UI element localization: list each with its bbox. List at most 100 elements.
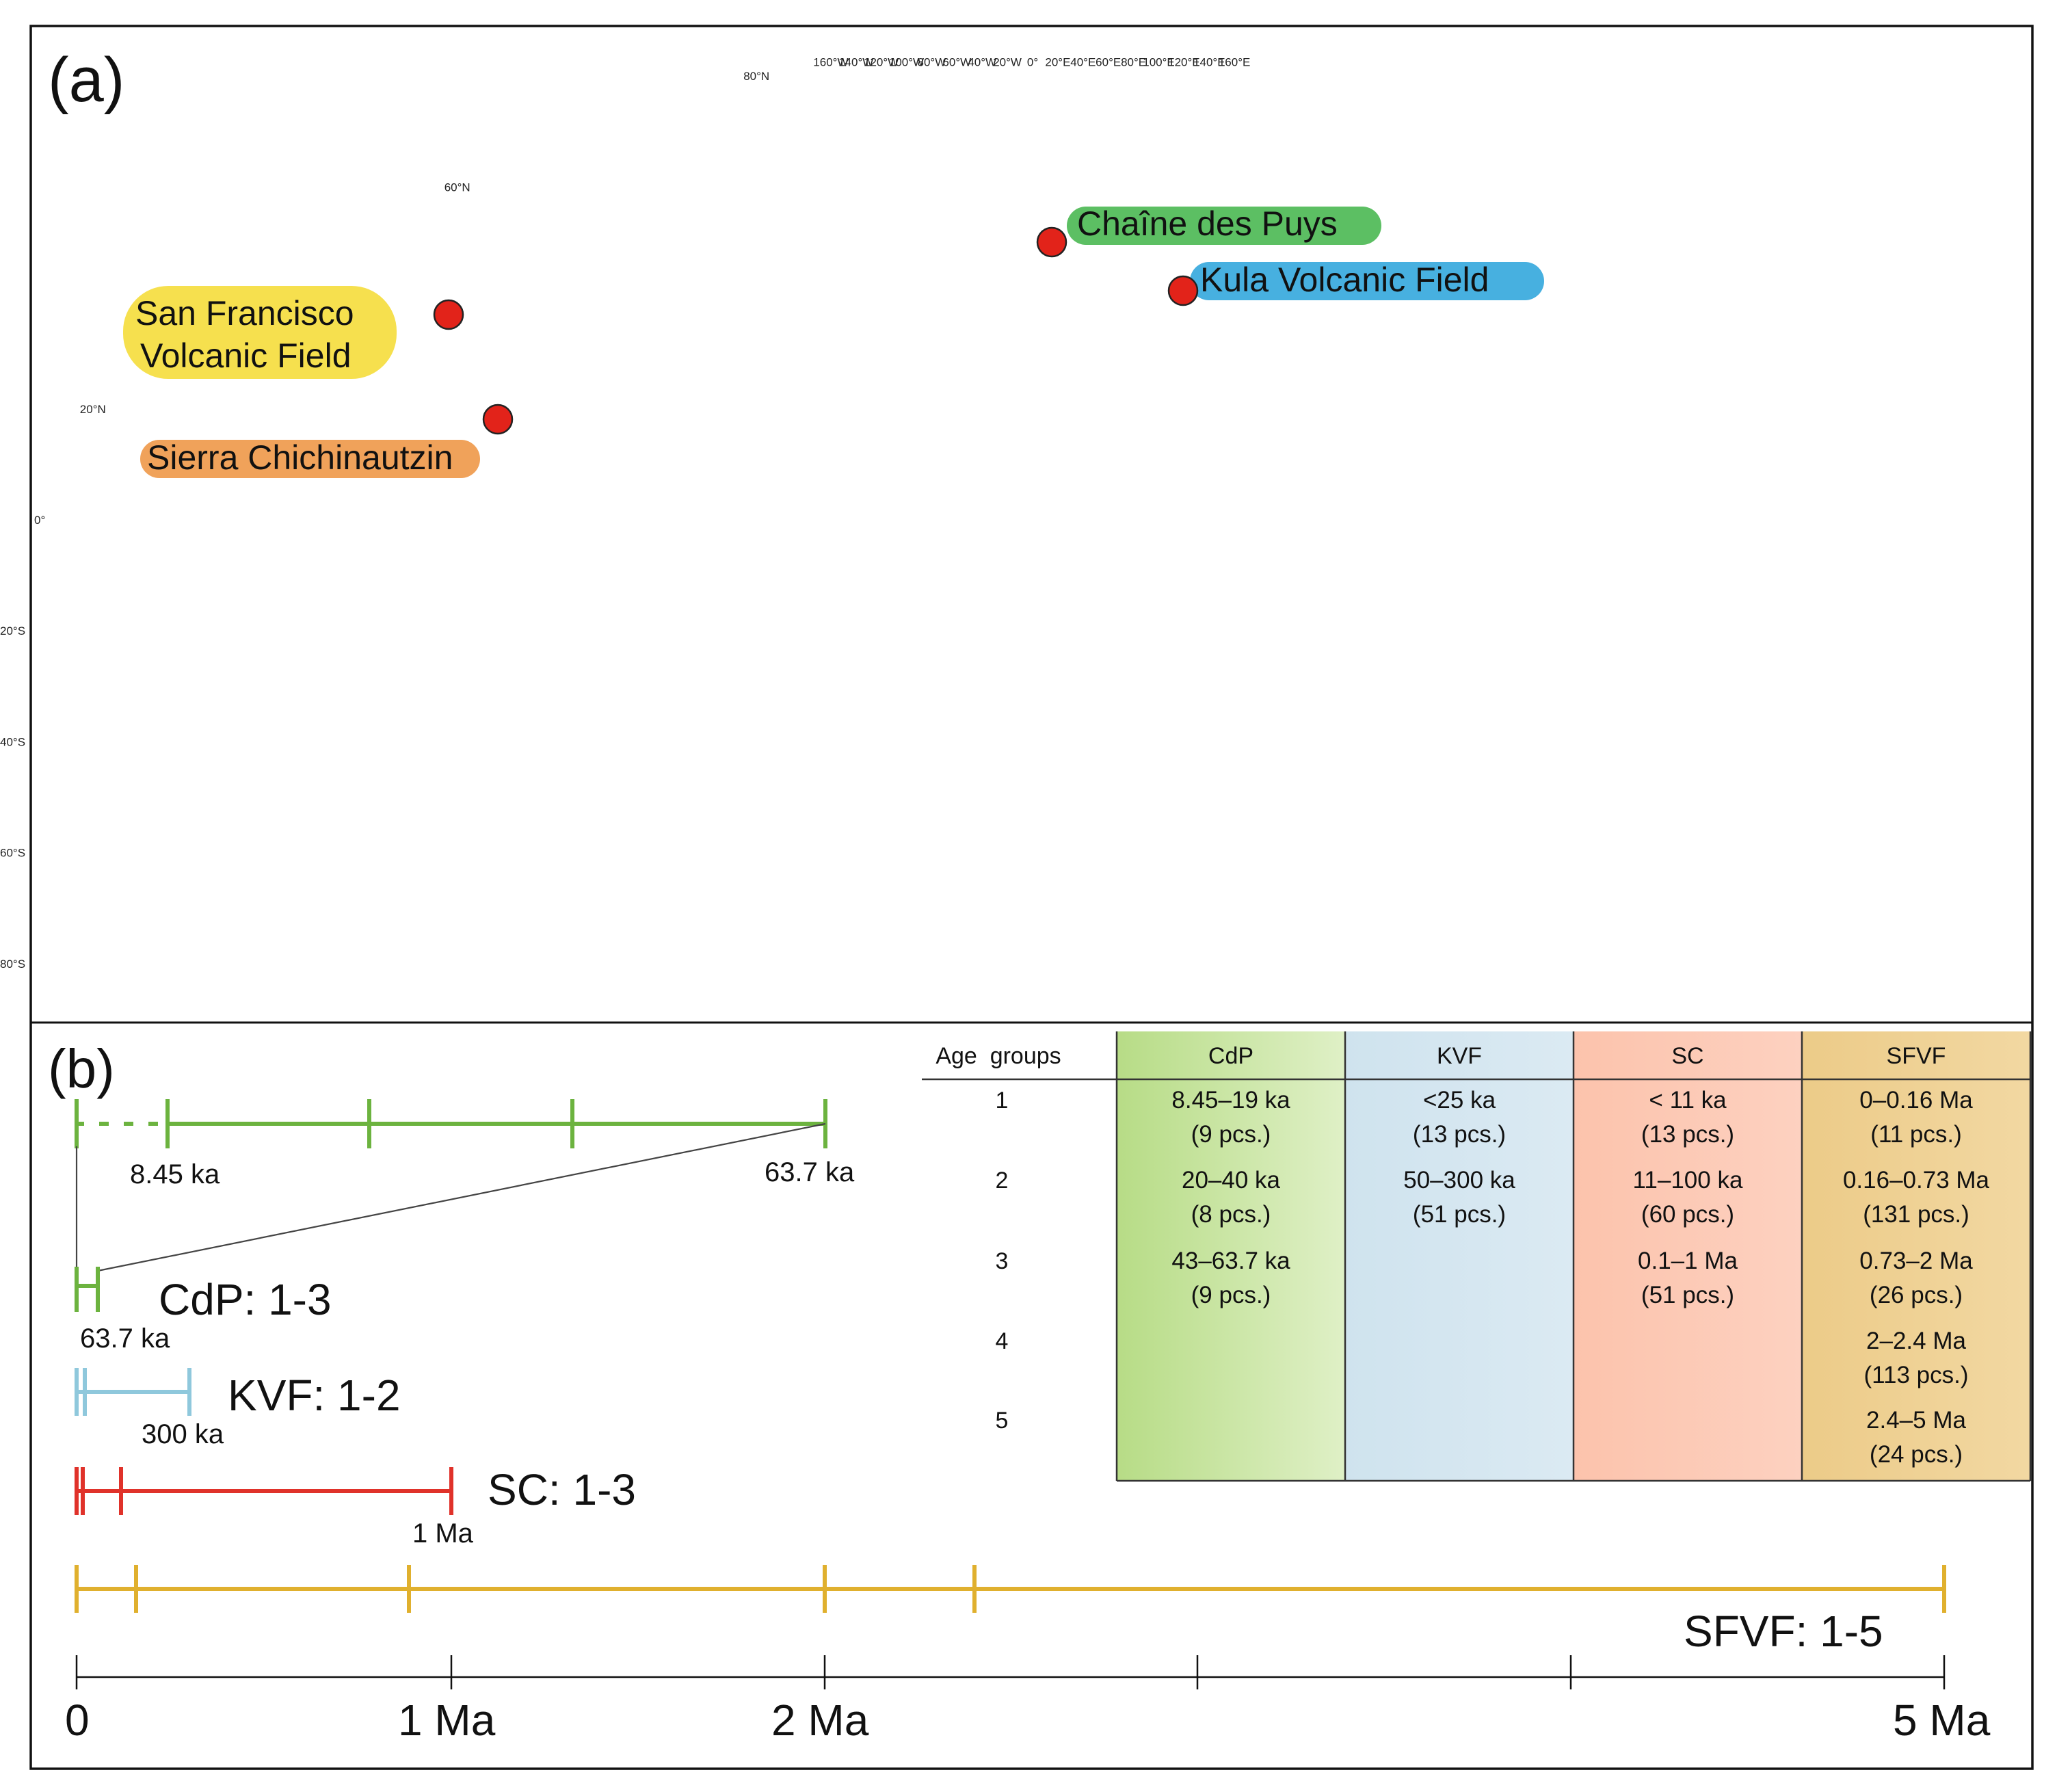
- longitude-label: 80°W: [918, 56, 946, 69]
- site-label-kula: Kula Volcanic Field: [1190, 261, 1544, 300]
- latitude-label: 40°S: [0, 735, 25, 748]
- table-cell-sfvf: 2–2.4 Ma: [1866, 1328, 1966, 1354]
- latitude-label: 20°N: [80, 403, 106, 416]
- north-america: [226, 68, 800, 492]
- table-cell-sfvf: (11 pcs.): [1870, 1121, 1962, 1148]
- south-america: [595, 506, 838, 869]
- table-cell-kvf: 50–300 ka: [1403, 1167, 1515, 1194]
- panel-b-label: (b): [48, 1038, 115, 1099]
- asia: [1163, 41, 1846, 451]
- longitude-label: 140°E: [1193, 56, 1225, 69]
- table-header-cdp: CdP: [1208, 1043, 1253, 1069]
- table-cell-sc: (51 pcs.): [1641, 1282, 1734, 1308]
- sfvf-bar-name: SFVF: 1-5: [1684, 1607, 1883, 1656]
- site-label-sierra-chichinautzin: Sierra Chichinautzin: [140, 438, 480, 478]
- table-cell-sfvf: 0.16–0.73 Ma: [1843, 1167, 1990, 1194]
- latitude-label: 20°S: [0, 624, 25, 637]
- longitude-label: 100°W: [889, 56, 924, 69]
- new-zealand: [1963, 732, 1987, 793]
- graticule: [0, 83, 2046, 971]
- latitude-labels: 80°N60°N40°N20°N0°20°S40°S60°S80°S: [0, 70, 769, 971]
- age-groups-panel: (b) 8.45 ka 63.7 ka CdP: 1-3 63.7 ka: [48, 1031, 2032, 1745]
- longitude-label: 120°W: [864, 56, 899, 69]
- antarctica: [410, 944, 1723, 1026]
- table-header-kvf: KVF: [1437, 1043, 1482, 1069]
- site-label-text: Chaîne des Puys: [1077, 205, 1338, 243]
- table-cell-cdp: 20–40 ka: [1182, 1167, 1281, 1194]
- table-cell-cdp: 8.45–19 ka: [1171, 1087, 1290, 1114]
- zoom-connector-right: [97, 1122, 826, 1272]
- latitude-label: 60°N: [444, 181, 470, 194]
- site-marker-kula: [1167, 275, 1199, 306]
- table-cell-cdp: (8 pcs.): [1191, 1201, 1271, 1228]
- age-groups-table: Age groups CdP KVF SC SFVF 1 2 3 4 5 8.45–19…: [922, 1031, 2032, 1482]
- table-column-cdp-bg: [1117, 1031, 1345, 1481]
- longitude-label: 160°W: [813, 56, 848, 69]
- kvf-bar-name: KVF: 1-2: [228, 1371, 401, 1420]
- site-marker-chaine-des-puys: [1036, 226, 1067, 258]
- table-cell-kvf: <25 ka: [1423, 1087, 1496, 1114]
- australia: [1703, 568, 1922, 759]
- site-label-san-francisco: San Francisco Volcanic Field: [123, 286, 397, 379]
- site-marker-san-francisco: [433, 299, 464, 330]
- table-cell-sfvf: (26 pcs.): [1870, 1282, 1963, 1308]
- site-marker-sierra-chichinautzin: [482, 404, 514, 435]
- longitude-label: 120°E: [1168, 56, 1200, 69]
- table-group-number: 3: [996, 1248, 1009, 1274]
- longitude-label: 60°W: [942, 56, 971, 69]
- longitude-label: 80°E: [1121, 56, 1146, 69]
- table-cell-sfvf: 0.73–2 Ma: [1859, 1248, 1973, 1274]
- table-header-age-groups: Age groups: [935, 1043, 1061, 1069]
- site-label-bg: [140, 440, 480, 478]
- longitude-label: 40°E: [1070, 56, 1096, 69]
- site-label-chaine-des-puys: Chaîne des Puys: [1067, 205, 1381, 245]
- time-axis: [75, 1655, 1946, 1689]
- cdp-zoom-end-label: 63.7 ka: [765, 1157, 855, 1187]
- table-cell-sfvf: (131 pcs.): [1863, 1201, 1969, 1228]
- table-group-number: 1: [996, 1088, 1009, 1114]
- kvf-bar-end-label: 300 ka: [142, 1419, 224, 1449]
- southeast-asia-islands: [1573, 465, 1757, 520]
- sfvf-bar: [75, 1565, 1946, 1613]
- table-column-sc-bg: [1574, 1031, 1802, 1481]
- table-cell-kvf: (51 pcs.): [1413, 1201, 1506, 1228]
- time-axis-label-1ma: 1 Ma: [398, 1696, 496, 1745]
- longitude-label: 100°E: [1143, 56, 1175, 69]
- table-header-sfvf: SFVF: [1887, 1043, 1946, 1069]
- table-group-number: 2: [996, 1168, 1009, 1194]
- japan: [1720, 239, 1764, 308]
- site-label-bg: [1190, 262, 1544, 300]
- latitude-label: 80°S: [0, 958, 25, 971]
- table-cell-cdp: (9 pcs.): [1191, 1121, 1271, 1148]
- uk: [1012, 171, 1036, 212]
- table-cell-sfvf: 0–0.16 Ma: [1859, 1087, 1973, 1114]
- latitude-label: 80°N: [743, 70, 769, 83]
- panel-a-label: (a): [48, 45, 124, 115]
- cdp-zoom-bar: [75, 1099, 827, 1148]
- sc-bar-end-label: 1 Ma: [412, 1518, 474, 1549]
- table-cell-sc: (13 pcs.): [1641, 1121, 1734, 1148]
- site-label-bg: [1067, 207, 1381, 245]
- sc-bar-name: SC: 1-3: [488, 1465, 636, 1514]
- figure-frame: [29, 25, 2034, 1770]
- longitude-label: 140°W: [838, 56, 873, 69]
- site-label-text: Kula Volcanic Field: [1200, 261, 1489, 299]
- longitude-label: 20°E: [1045, 56, 1070, 69]
- landmasses: [226, 41, 1987, 1026]
- table-cell-sfvf: (24 pcs.): [1870, 1441, 1963, 1468]
- table-group-numbers: 1 2 3 4 5: [996, 1088, 1009, 1434]
- table-cell-cdp: 43–63.7 ka: [1171, 1248, 1290, 1274]
- table-cell-sc: 0.1–1 Ma: [1638, 1248, 1738, 1274]
- world-map-panel: (a) 80°N60°N40°N20°N0°20°S40: [0, 41, 2046, 1026]
- table-group-number: 4: [996, 1328, 1009, 1354]
- table-cells: 8.45–19 ka (9 pcs.) 20–40 ka (8 pcs.) 43–63.…: [1171, 1087, 1989, 1468]
- sc-bar: [75, 1467, 453, 1515]
- table-cell-kvf: (13 pcs.): [1413, 1121, 1506, 1148]
- table-cell-sfvf: (113 pcs.): [1863, 1362, 1968, 1388]
- latitude-label: 60°S: [0, 847, 25, 860]
- table-column-sfvf-bg: [1802, 1031, 2030, 1481]
- table-cell-sc: 11–100 ka: [1633, 1167, 1743, 1194]
- time-axis-label-2ma: 2 Ma: [771, 1696, 869, 1745]
